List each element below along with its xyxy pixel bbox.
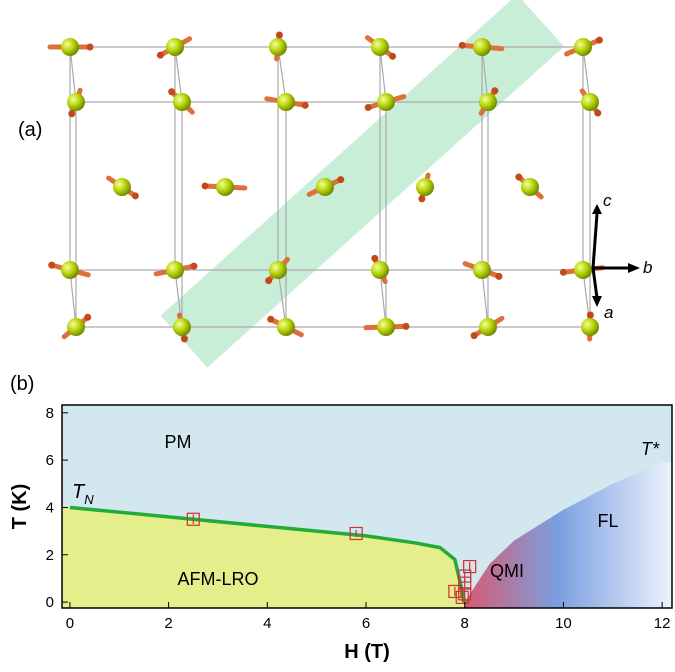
x-tick-label: 6 <box>362 615 370 632</box>
atom <box>269 261 287 279</box>
region-label: T* <box>641 439 660 459</box>
arrow-tip <box>515 174 522 181</box>
x-tick-label: 4 <box>263 615 271 632</box>
atom <box>277 318 295 336</box>
atom <box>216 178 234 196</box>
atom <box>269 38 287 56</box>
atom <box>61 38 79 56</box>
arrow-tip <box>168 88 175 95</box>
x-tick-label: 12 <box>654 615 671 632</box>
x-tick-label: 10 <box>555 615 572 632</box>
y-tick-label: 0 <box>46 594 54 611</box>
arrow-tip <box>337 176 344 183</box>
x-tick-label: 8 <box>461 615 469 632</box>
panel-label: (b) <box>10 373 34 395</box>
arrow-tip <box>48 262 55 269</box>
atom <box>371 261 389 279</box>
atom <box>61 261 79 279</box>
arrow-tip <box>157 52 164 59</box>
region-label: FL <box>597 511 618 531</box>
atom <box>479 93 497 111</box>
tn-sub: N <box>84 492 94 507</box>
y-tick-label: 6 <box>46 452 54 469</box>
atom <box>416 178 434 196</box>
axis-a: a <box>604 303 613 322</box>
arrow-tip <box>459 42 466 49</box>
arrow-tip <box>87 44 94 51</box>
atom <box>377 93 395 111</box>
arrow-tip <box>594 110 601 117</box>
atom <box>473 261 491 279</box>
axis-b: b <box>643 258 652 277</box>
atom <box>581 93 599 111</box>
arrow-tip <box>190 263 197 270</box>
atom <box>377 318 395 336</box>
atom <box>574 38 592 56</box>
atom <box>316 178 334 196</box>
atom <box>166 38 184 56</box>
y-axis-label: T (K) <box>9 484 31 530</box>
arrow-tip <box>265 277 272 284</box>
x-tick-label: 0 <box>66 615 74 632</box>
arrow-tip <box>132 192 139 199</box>
axis-c: c <box>603 191 612 210</box>
arrow-tip <box>365 104 372 111</box>
arrow-tip <box>267 316 274 323</box>
panel-label: (a) <box>18 119 42 141</box>
atom <box>581 318 599 336</box>
x-tick-label: 2 <box>164 615 172 632</box>
arrow-tip <box>302 102 309 109</box>
x-axis-label: H (T) <box>344 641 390 663</box>
atom <box>277 93 295 111</box>
y-tick-label: 8 <box>46 405 54 422</box>
atom <box>67 318 85 336</box>
atom <box>473 38 491 56</box>
arrow-tip <box>84 314 91 321</box>
arrow-tip <box>495 273 502 280</box>
axes-triad <box>592 204 640 307</box>
atom <box>173 93 191 111</box>
figure: (a) c b a (b) 0 2 4 6 8 10 12 0 2 4 6 8 H (T) T (K) PM… <box>0 0 675 667</box>
arrow-tip <box>560 269 567 276</box>
arrow-tip <box>596 37 603 44</box>
atom <box>371 38 389 56</box>
region-label: AFM-LRO <box>178 569 259 589</box>
region-label: PM <box>165 432 192 452</box>
arrow-tip <box>402 323 409 330</box>
atom <box>173 318 191 336</box>
region-label: QMI <box>490 561 524 581</box>
arrow-tip <box>202 182 209 189</box>
arrow-tip <box>181 335 188 342</box>
y-tick-label: 2 <box>46 547 54 564</box>
atom <box>67 93 85 111</box>
atom <box>166 261 184 279</box>
arrow-tip <box>418 195 425 202</box>
atom <box>479 318 497 336</box>
atom <box>521 178 539 196</box>
arrow-tip <box>371 255 378 262</box>
y-tick-label: 4 <box>46 499 54 516</box>
arrow-tip <box>68 110 75 117</box>
phase-diagram: 0 2 4 6 8 10 12 0 2 4 6 8 H (T) T (K) PM AFM-LRO QMI FL T*… <box>9 405 672 663</box>
arrow-tip <box>471 332 478 339</box>
atom <box>574 261 592 279</box>
atom <box>113 178 131 196</box>
crystal-structure <box>48 0 603 368</box>
arrow-tip <box>389 53 396 60</box>
arrow-tip <box>276 32 283 39</box>
arrow-tip <box>491 87 498 94</box>
arrow-tip <box>587 312 594 319</box>
